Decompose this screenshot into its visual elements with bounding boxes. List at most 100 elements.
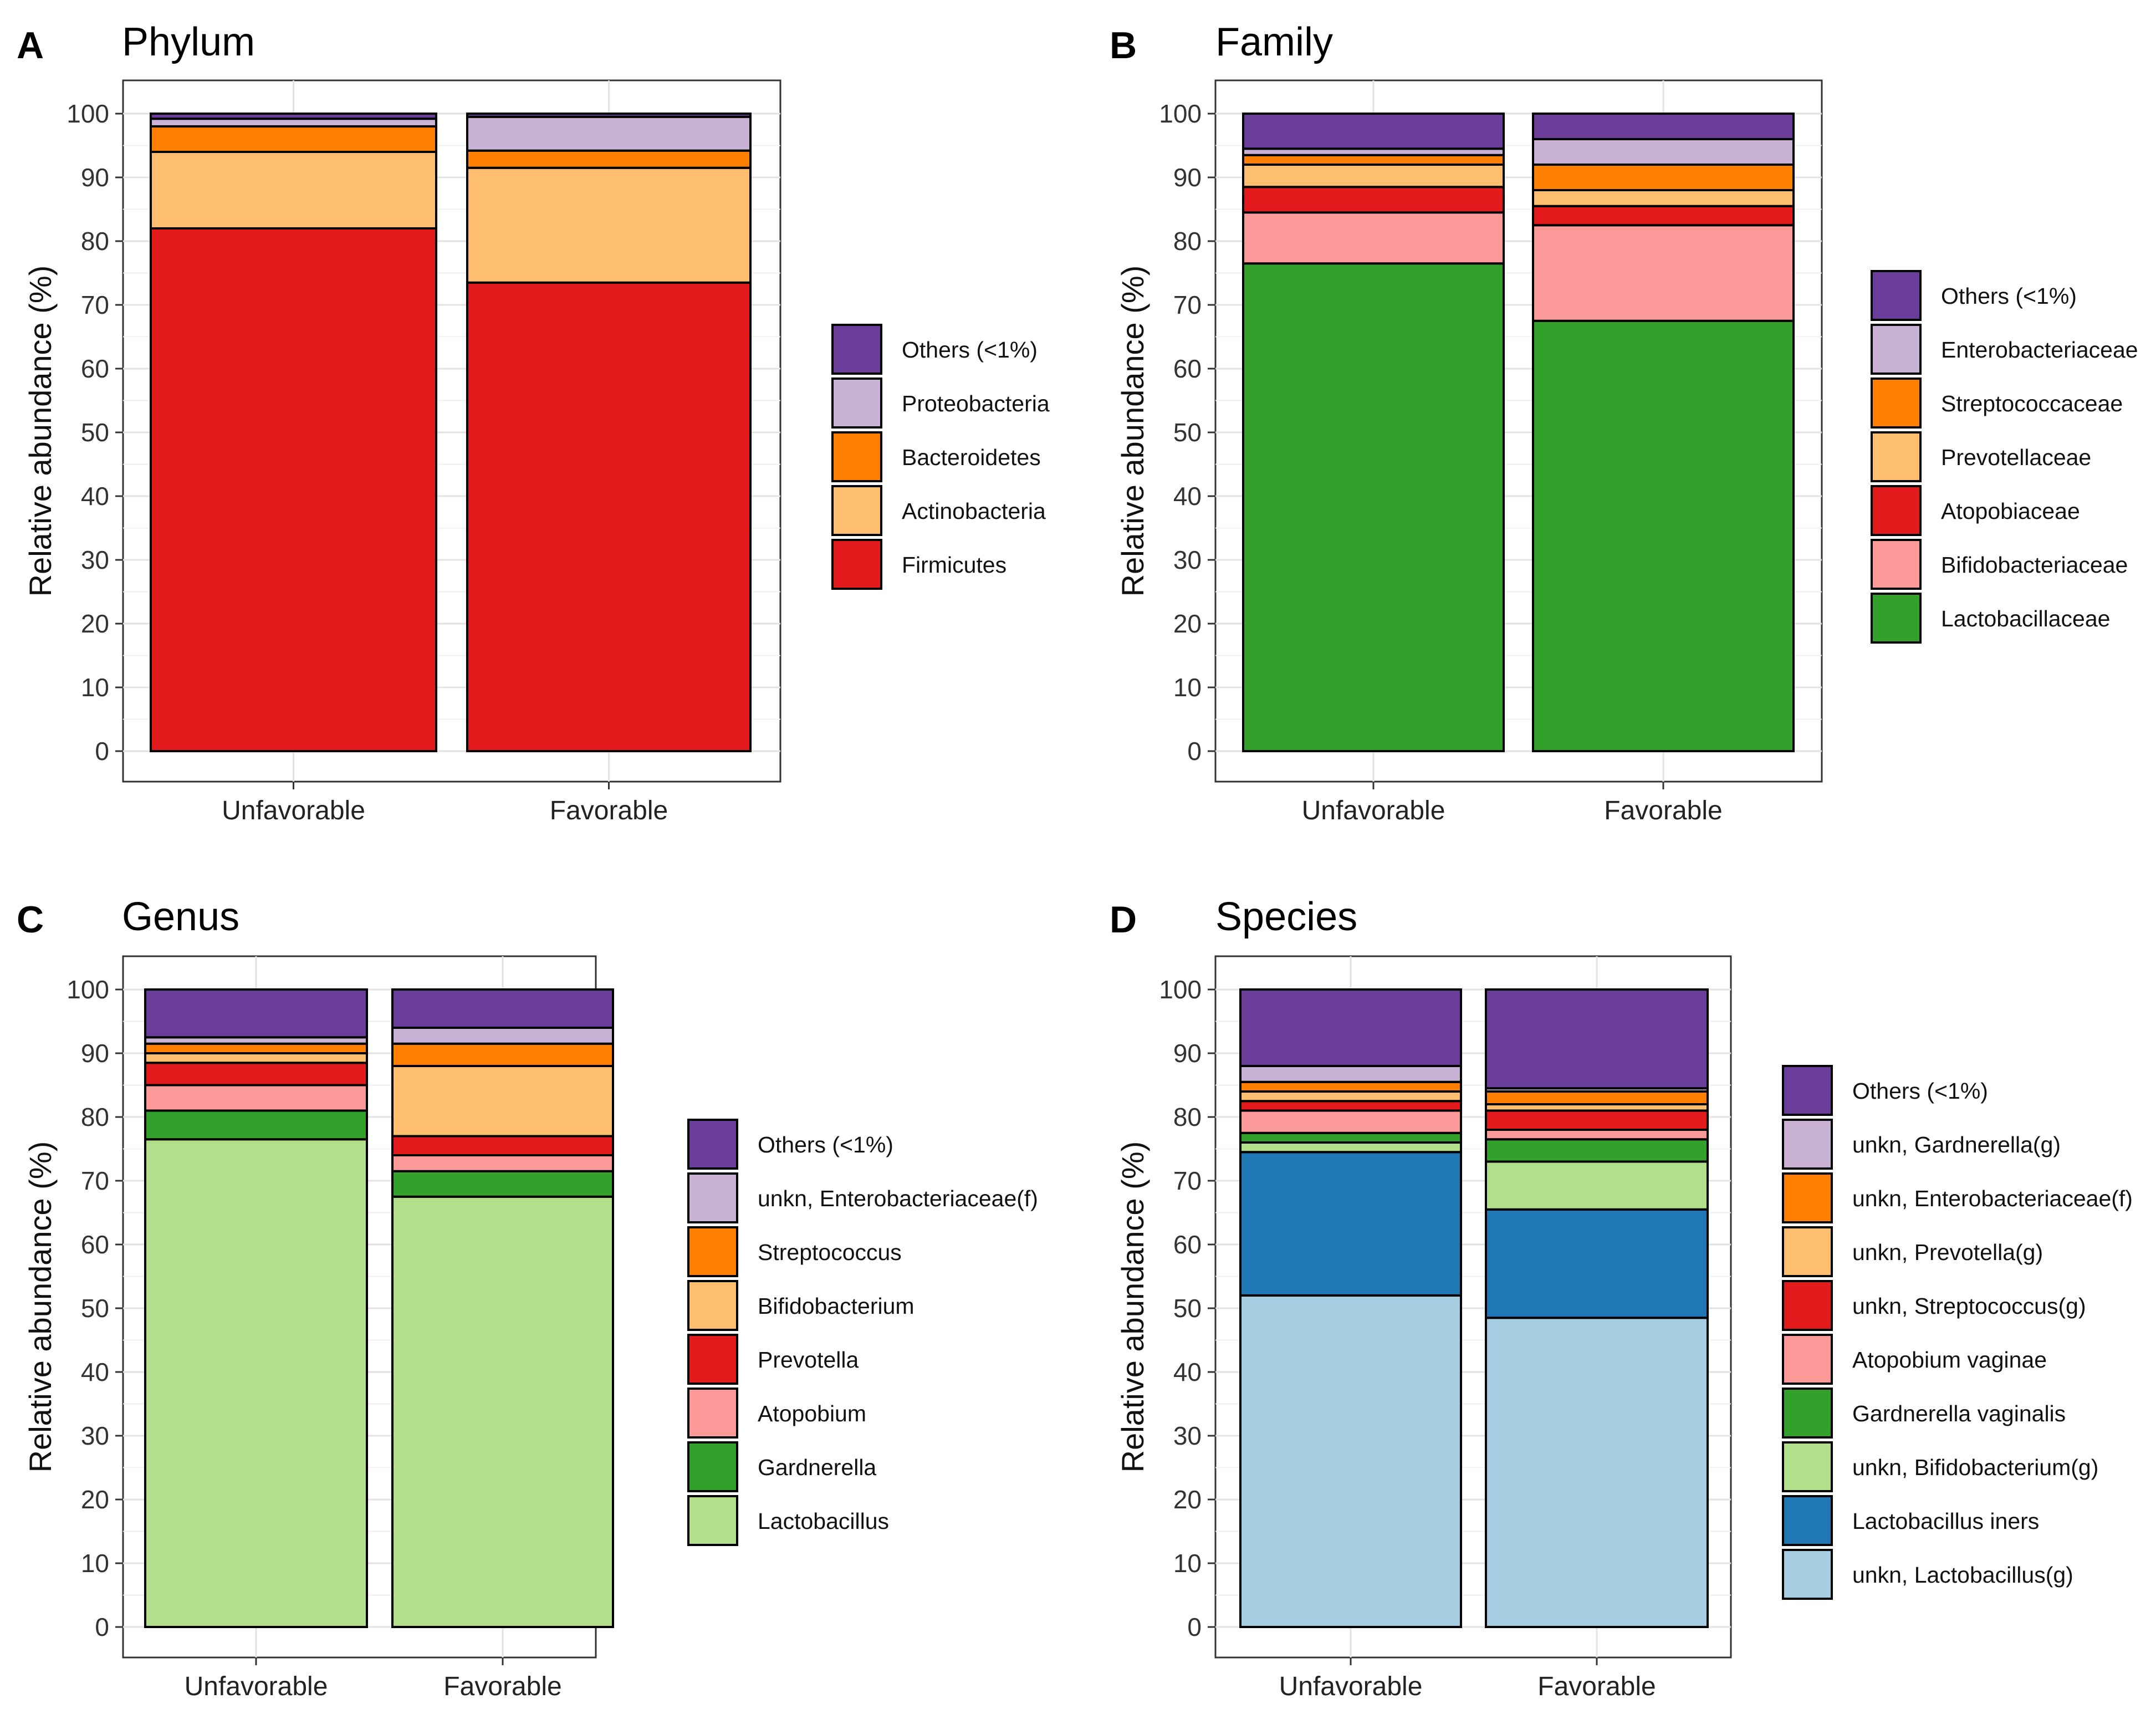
bar-segment-unfavorable-proteobacteria xyxy=(150,118,437,127)
bar-segment-favorable-others-1 xyxy=(391,988,614,1029)
legend-swatch xyxy=(1782,1226,1833,1277)
bar-segment-unfavorable-unkn-prevotella-g xyxy=(1239,1090,1462,1103)
legend-swatch xyxy=(1782,1119,1833,1170)
panel-b: B Family 0 10 20 30 40 50 60 70 80 90 100 Unfavorable… xyxy=(1110,20,2138,825)
bar-segment-unfavorable-streptococcus xyxy=(144,1042,368,1054)
y-tick-label: 40 xyxy=(81,1358,109,1386)
bar-segment-favorable-firmicutes xyxy=(466,281,752,752)
y-tick-label: 80 xyxy=(1173,1103,1202,1131)
legend-swatch xyxy=(831,324,882,375)
bar-segment-favorable-unkn-streptococcus-g xyxy=(1485,1109,1709,1131)
y-tick-label: 30 xyxy=(81,1421,109,1450)
bar-segment-unfavorable-bacteroidetes xyxy=(150,125,437,153)
bar-segment-unfavorable-lactobacillaceae xyxy=(1242,262,1505,752)
legend-label: Others (<1%) xyxy=(902,337,1038,363)
legend-swatch xyxy=(831,539,882,590)
y-tick-label: 90 xyxy=(1173,163,1202,192)
x-category-label: Favorable xyxy=(1604,796,1722,825)
legend-swatch xyxy=(687,1172,738,1223)
y-tick-label: 60 xyxy=(1173,1230,1202,1259)
legend-label: unkn, Gardnerella(g) xyxy=(1852,1132,2061,1157)
bar-segment-favorable-atopobium xyxy=(391,1154,614,1172)
bar-segment-unfavorable-unkn-lactobacillus-g xyxy=(1239,1294,1462,1628)
legend-swatch xyxy=(1871,378,1922,429)
legend-swatch xyxy=(687,1280,738,1331)
y-tick-label: 20 xyxy=(1173,1485,1202,1514)
panel-c: C Genus 0 10 20 30 40 50 60 70 80 90 100 Unfavorable F… xyxy=(17,895,1038,1701)
legend-swatch xyxy=(1871,593,1922,644)
legend-label: Streptococcaceae xyxy=(1941,391,2123,416)
x-category-label: Favorable xyxy=(550,796,668,825)
legend-swatch xyxy=(687,1495,738,1546)
y-tick-label: 90 xyxy=(1173,1039,1202,1068)
bar-segment-favorable-streptococcus xyxy=(391,1042,614,1067)
y-tick-label: 20 xyxy=(81,1485,109,1514)
legend-label: Lactobacillaceae xyxy=(1941,606,2110,631)
bar-segment-unfavorable-atopobiaceae xyxy=(1242,186,1505,214)
y-tick-label: 70 xyxy=(81,1166,109,1195)
legend: Others (<1%) Proteobacteria Bacteroidetes A… xyxy=(831,324,1050,590)
bar-segment-favorable-gardnerella xyxy=(391,1170,614,1198)
bar-segment-unfavorable-atopobium xyxy=(144,1084,368,1112)
bar-segment-unfavorable-firmicutes xyxy=(150,227,437,752)
panel-title: Family xyxy=(1215,20,1333,64)
y-tick-label: 100 xyxy=(1159,975,1202,1004)
y-tick-label: 60 xyxy=(81,1230,109,1259)
y-tick-label: 70 xyxy=(1173,1166,1202,1195)
y-tick-label: 20 xyxy=(1173,609,1202,638)
legend-swatch xyxy=(687,1226,738,1277)
bar-segment-favorable-bifidobacteriaceae xyxy=(1532,224,1795,322)
y-tick-label: 100 xyxy=(67,99,109,128)
bar-segment-unfavorable-unkn-gardnerella-g xyxy=(1239,1065,1462,1083)
y-tick-label: 90 xyxy=(81,163,109,192)
legend-swatch xyxy=(1782,1334,1833,1385)
y-tick-label: 70 xyxy=(1173,290,1202,319)
legend-label: Atopobiaceae xyxy=(1941,498,2080,524)
legend-label: Atopobium xyxy=(758,1401,866,1426)
legend-swatch xyxy=(1871,270,1922,321)
y-tick-label: 40 xyxy=(1173,482,1202,511)
legend-label: Gardnerella xyxy=(758,1455,876,1480)
bar-segment-unfavorable-atopobium-vaginae xyxy=(1239,1109,1462,1134)
bar-segment-favorable-lactobacillus xyxy=(391,1195,614,1628)
y-tick-label: 10 xyxy=(1173,1549,1202,1578)
legend-swatch xyxy=(1871,324,1922,375)
bar-segment-favorable-prevotellaceae xyxy=(1532,189,1795,207)
legend-label: unkn, Lactobacillus(g) xyxy=(1852,1562,2073,1588)
legend-swatch xyxy=(1871,431,1922,482)
bar-segment-favorable-unkn-bifidobacterium-g xyxy=(1485,1160,1709,1211)
bar-segment-unfavorable-bifidobacteriaceae xyxy=(1242,211,1505,265)
bar-segment-unfavorable-gardnerella xyxy=(144,1109,368,1141)
legend: Others (<1%) Enterobacteriaceae Streptococ… xyxy=(1871,270,2138,644)
bar-segment-unfavorable-lactobacillus xyxy=(144,1138,368,1628)
bar-segment-favorable-gardnerella-vaginalis xyxy=(1485,1138,1709,1163)
legend-label: unkn, Streptococcus(g) xyxy=(1852,1293,2086,1319)
bar-segment-unfavorable-unkn-bifidobacterium-g xyxy=(1239,1141,1462,1154)
bar-segment-favorable-proteobacteria xyxy=(466,115,752,152)
legend-label: unkn, Prevotella(g) xyxy=(1852,1240,2043,1265)
x-category-label: Unfavorable xyxy=(1279,1672,1423,1701)
bar-segment-unfavorable-others-1 xyxy=(144,988,368,1039)
legend-swatch xyxy=(687,1441,738,1492)
legend-swatch xyxy=(687,1388,738,1439)
panel-d: D Species 0 10 20 30 40 50 60 70 80 90 100 Unfavorabl… xyxy=(1110,895,2133,1701)
legend-label: Streptococcus xyxy=(758,1240,902,1265)
bar-segment-favorable-unkn-lactobacillus-g xyxy=(1485,1317,1709,1628)
y-tick-label: 20 xyxy=(81,609,109,638)
legend-label: Bifidobacteriaceae xyxy=(1941,552,2128,578)
x-category-label: Unfavorable xyxy=(222,796,365,825)
legend-label: unkn, Bifidobacterium(g) xyxy=(1852,1455,2098,1480)
y-tick-label: 80 xyxy=(1173,227,1202,256)
y-tick-label: 10 xyxy=(1173,673,1202,702)
bar-segment-favorable-bifidobacterium xyxy=(391,1065,614,1138)
legend-swatch xyxy=(1782,1065,1833,1116)
y-tick-label: 10 xyxy=(81,1549,109,1578)
bar-segment-favorable-prevotella xyxy=(391,1135,614,1156)
y-axis-title: Relative abundance (%) xyxy=(1115,266,1150,597)
y-axis-title: Relative abundance (%) xyxy=(23,266,58,597)
y-tick-label: 30 xyxy=(81,545,109,574)
bar-segment-unfavorable-unkn-streptococcus-g xyxy=(1239,1100,1462,1112)
legend-label: Others (<1%) xyxy=(1941,283,2077,309)
bar-segment-favorable-unkn-enterobacteriaceae-f xyxy=(391,1027,614,1045)
